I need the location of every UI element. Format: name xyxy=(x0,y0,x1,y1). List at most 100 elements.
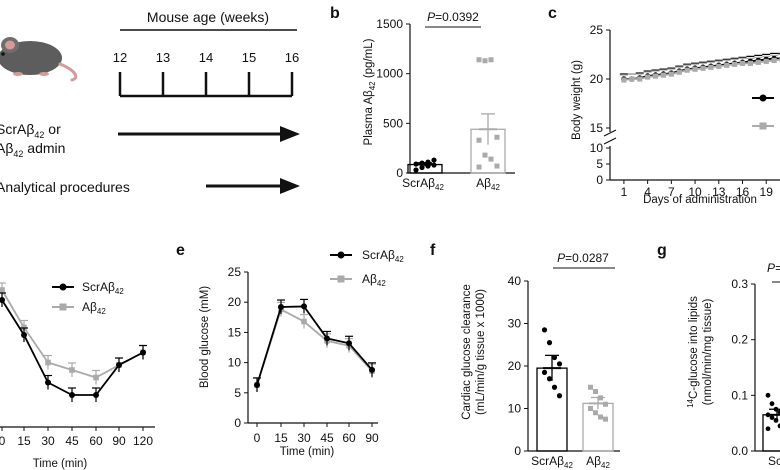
x-axis-label: Days of administration xyxy=(643,194,757,206)
data-point xyxy=(732,61,738,67)
data-point xyxy=(551,354,558,361)
timeline-axis xyxy=(118,72,294,98)
y-tick-label: 5 xyxy=(234,386,241,400)
category-label: ScrAβ42 xyxy=(531,454,573,470)
y-axis-label: (nmol/min/mg tissue) xyxy=(702,298,714,405)
data-point xyxy=(254,381,260,388)
data-point xyxy=(773,406,779,412)
data-point xyxy=(541,327,548,333)
y-axis-label: Blood glucose (mM) xyxy=(199,286,211,388)
x-tick-label: 90 xyxy=(365,431,379,445)
y-axis-label: 14C-glucose into lipids xyxy=(686,296,700,408)
data-point xyxy=(588,384,593,390)
p-value: P=0.0287 xyxy=(557,251,609,265)
mouse-icon xyxy=(0,37,78,82)
data-point xyxy=(684,67,690,73)
analysis-label: Analytical procedures xyxy=(0,179,130,195)
data-point xyxy=(431,162,437,168)
legend-label: ScrAβ42 xyxy=(362,248,404,264)
series-line xyxy=(1,299,144,396)
panel-label: b xyxy=(330,5,340,22)
x-tick-label: 60 xyxy=(342,431,356,445)
legend: ScrAβ42 Aβ42 xyxy=(330,248,404,288)
data-point xyxy=(769,401,775,407)
x-tick-label: 19 xyxy=(760,185,774,199)
x-tick-label: 13 xyxy=(712,185,726,199)
data-point xyxy=(482,58,488,64)
y-tick-label: 1500 xyxy=(376,17,403,31)
data-point xyxy=(0,287,5,293)
legend-label: Aβ42 xyxy=(362,272,386,288)
series-line xyxy=(256,305,373,386)
data-point xyxy=(494,134,500,140)
x-tick-label: 120 xyxy=(133,434,153,448)
data-point xyxy=(69,392,75,398)
y-tick-label: 40 xyxy=(508,274,522,288)
data-point xyxy=(765,392,771,398)
x-tick-label: 0 xyxy=(0,434,6,448)
data-point xyxy=(763,58,769,64)
x-tick-label: 7 xyxy=(668,185,675,199)
data-point xyxy=(419,160,425,166)
panel-a: Mouse age (weeks) 12 13 14 15 16 ScrAβ42… xyxy=(0,9,300,195)
legend xyxy=(752,94,774,130)
data-point xyxy=(301,303,307,310)
data-point xyxy=(692,66,698,72)
data-point xyxy=(546,376,553,382)
data-point xyxy=(747,60,754,66)
category-label: Aβ42 xyxy=(586,454,610,470)
x-tick-label: 4 xyxy=(644,185,651,199)
axis-break xyxy=(603,137,617,145)
axis-break xyxy=(603,129,617,137)
data-point xyxy=(346,340,352,347)
data-point xyxy=(301,318,307,325)
x-axis-label: Time (min) xyxy=(280,446,335,458)
data-point xyxy=(556,361,563,367)
week-label: 15 xyxy=(242,50,256,65)
data-point xyxy=(488,57,494,63)
y-tick-label: 25 xyxy=(228,265,242,279)
data-point xyxy=(425,163,431,169)
panel-b: b 0 500 1000 1500 Plasma Aβ42 (pg/mL) P=0.0… xyxy=(330,5,515,192)
panel-label: e xyxy=(176,242,185,259)
data-point xyxy=(93,392,99,398)
y-tick-label: 0 xyxy=(514,444,521,458)
y-tick-label: 0 xyxy=(234,416,241,430)
x-tick-label: 15 xyxy=(17,434,31,448)
y-tick-label: 0.0 xyxy=(731,444,748,458)
data-point xyxy=(621,77,627,83)
week-label: 12 xyxy=(113,50,127,65)
week-label: 13 xyxy=(156,50,170,65)
y-tick-label: 10 xyxy=(228,356,242,370)
data-point xyxy=(488,156,494,162)
y-tick-label: 20 xyxy=(590,72,604,86)
timeline-header: Mouse age (weeks) xyxy=(147,9,269,25)
data-point xyxy=(413,167,419,173)
y-tick-label: 15 xyxy=(590,121,604,135)
data-point xyxy=(278,304,284,311)
data-point xyxy=(0,297,5,303)
data-point xyxy=(541,369,548,375)
data-point xyxy=(598,414,603,420)
y-tick-label: 0.2 xyxy=(731,333,748,347)
y-tick-label: 0.3 xyxy=(731,277,748,291)
treatment-label-2: Aβ42 admin xyxy=(0,140,65,159)
data-point xyxy=(551,384,558,390)
data-point xyxy=(629,76,635,82)
legend-marker xyxy=(759,94,767,102)
x-tick-label: 1 xyxy=(621,185,628,199)
y-tick-label: 5 xyxy=(596,157,603,171)
data-point xyxy=(116,362,122,368)
data-point xyxy=(769,415,775,420)
y-axis-label: Plasma Aβ42 (pg/mL) xyxy=(363,38,377,145)
data-point xyxy=(598,395,603,401)
data-point xyxy=(476,57,482,63)
data-point xyxy=(494,163,500,169)
data-point xyxy=(546,340,553,346)
panel-f: f Cardiac glucose clearance (mL/min/g ti… xyxy=(430,242,620,470)
data-point xyxy=(652,73,659,79)
week-label: 14 xyxy=(199,50,213,65)
data-point xyxy=(676,69,682,75)
data-point xyxy=(593,410,598,416)
